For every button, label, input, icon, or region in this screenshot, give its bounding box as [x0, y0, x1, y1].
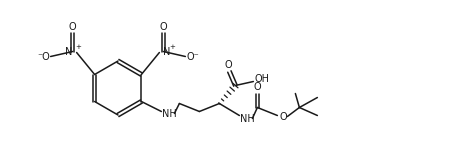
Text: O⁻: O⁻ — [186, 52, 199, 62]
Text: N: N — [164, 46, 171, 57]
Text: O: O — [159, 21, 167, 32]
Text: O: O — [280, 111, 287, 122]
Text: ⁻O: ⁻O — [37, 52, 50, 62]
Text: O: O — [254, 82, 261, 91]
Text: O: O — [69, 21, 76, 32]
Text: N: N — [65, 46, 73, 57]
Text: NH: NH — [162, 108, 177, 119]
Text: +: + — [75, 44, 82, 49]
Text: NH: NH — [240, 114, 255, 123]
Text: OH: OH — [255, 74, 270, 83]
Text: +: + — [169, 44, 175, 49]
Text: O: O — [225, 59, 232, 70]
